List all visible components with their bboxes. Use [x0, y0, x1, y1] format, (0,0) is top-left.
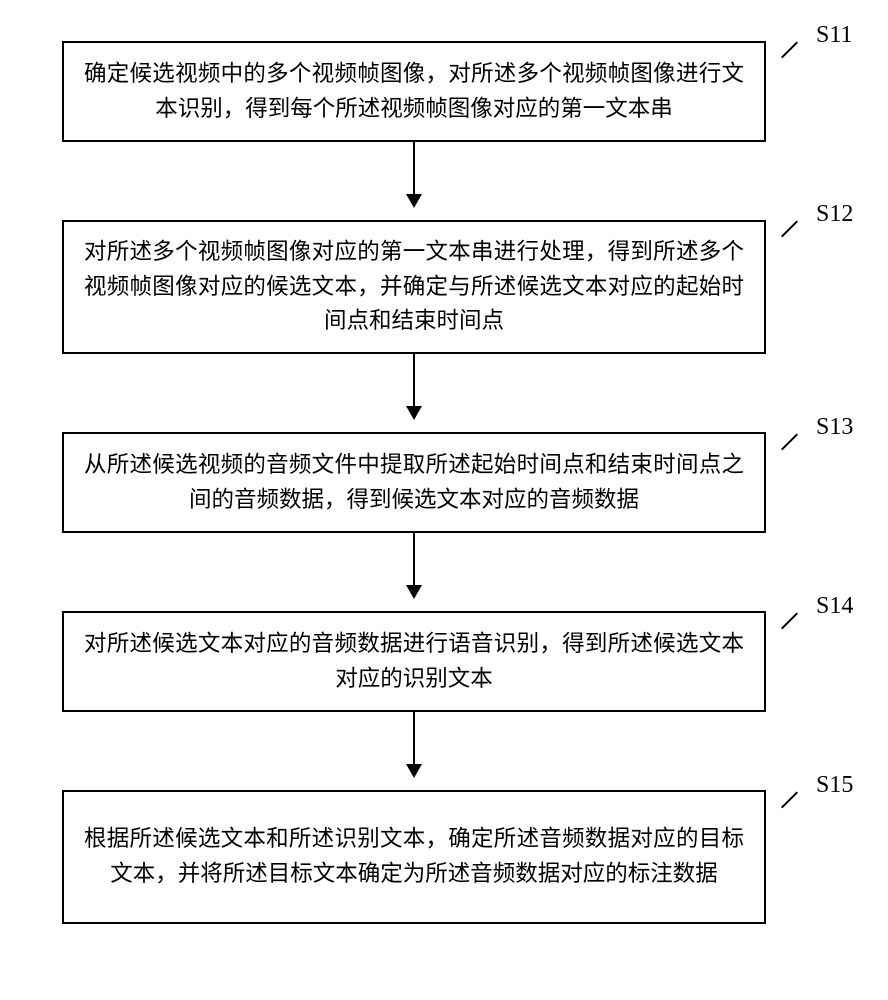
connector-line-4	[781, 612, 798, 629]
step-box-4: 对所述候选文本对应的音频数据进行语音识别，得到所述候选文本对应的识别文本	[62, 611, 766, 712]
connector-line-2	[781, 220, 798, 237]
connector-line-3	[781, 433, 798, 450]
flowchart-container: 确定候选视频中的多个视频帧图像，对所述多个视频帧图像进行文本识别，得到每个所述视…	[0, 0, 888, 1000]
step-label-5: S15	[816, 772, 853, 799]
step-text-4: 对所述候选文本对应的音频数据进行语音识别，得到所述候选文本对应的识别文本	[84, 627, 744, 697]
connector-line-5	[781, 791, 798, 808]
connector-line-1	[781, 41, 798, 58]
step-box-2: 对所述多个视频帧图像对应的第一文本串进行处理，得到所述多个视频帧图像对应的候选文…	[62, 220, 766, 354]
step-text-1: 确定候选视频中的多个视频帧图像，对所述多个视频帧图像进行文本识别，得到每个所述视…	[84, 57, 744, 127]
step-label-1: S11	[816, 22, 852, 49]
arrow-1	[413, 142, 415, 206]
step-box-5: 根据所述候选文本和所述识别文本，确定所述音频数据对应的目标文本，并将所述目标文本…	[62, 790, 766, 924]
step-label-3: S13	[816, 414, 853, 441]
step-text-2: 对所述多个视频帧图像对应的第一文本串进行处理，得到所述多个视频帧图像对应的候选文…	[84, 235, 744, 340]
step-text-3: 从所述候选视频的音频文件中提取所述起始时间点和结束时间点之间的音频数据，得到候选…	[84, 448, 744, 518]
step-box-1: 确定候选视频中的多个视频帧图像，对所述多个视频帧图像进行文本识别，得到每个所述视…	[62, 41, 766, 142]
step-label-2: S12	[816, 201, 853, 228]
arrow-2	[413, 354, 415, 418]
step-label-4: S14	[816, 593, 853, 620]
arrow-4	[413, 712, 415, 776]
arrow-3	[413, 533, 415, 597]
step-text-5: 根据所述候选文本和所述识别文本，确定所述音频数据对应的目标文本，并将所述目标文本…	[84, 822, 744, 892]
step-box-3: 从所述候选视频的音频文件中提取所述起始时间点和结束时间点之间的音频数据，得到候选…	[62, 432, 766, 533]
